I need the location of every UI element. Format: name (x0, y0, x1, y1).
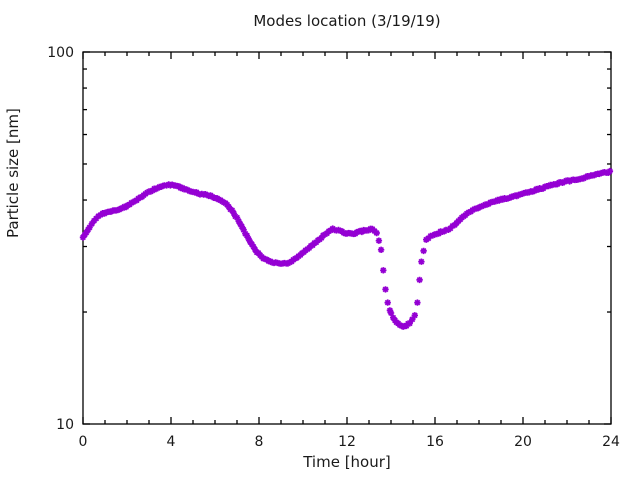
plot-frame (82, 51, 612, 425)
y-tick-label: 100 (47, 45, 74, 61)
y-tick-label: 10 (56, 417, 74, 433)
series-segment-mode-particle-size (423, 167, 614, 243)
axis-ticks (82, 51, 612, 425)
x-tick-label: 4 (167, 434, 176, 450)
series-segment-mode-particle-size (387, 309, 416, 330)
x-tick-label: 16 (426, 434, 444, 450)
chart-title: Modes location (3/19/19) (253, 12, 441, 30)
series-segment-mode-particle-size (79, 181, 380, 267)
x-axis-label: Time [hour] (303, 453, 391, 471)
series-segment-mode-particle-size (411, 247, 427, 319)
series-segment-mode-particle-size (375, 237, 394, 314)
axis-tick-labels: 0 4 8 12 16 20 24 10 100 (47, 45, 620, 450)
x-tick-label: 12 (338, 434, 356, 450)
data-series-markers (79, 167, 614, 330)
x-tick-label: 8 (255, 434, 264, 450)
x-tick-label: 20 (514, 434, 532, 450)
x-tick-label: 0 (79, 434, 88, 450)
x-tick-label: 24 (602, 434, 620, 450)
